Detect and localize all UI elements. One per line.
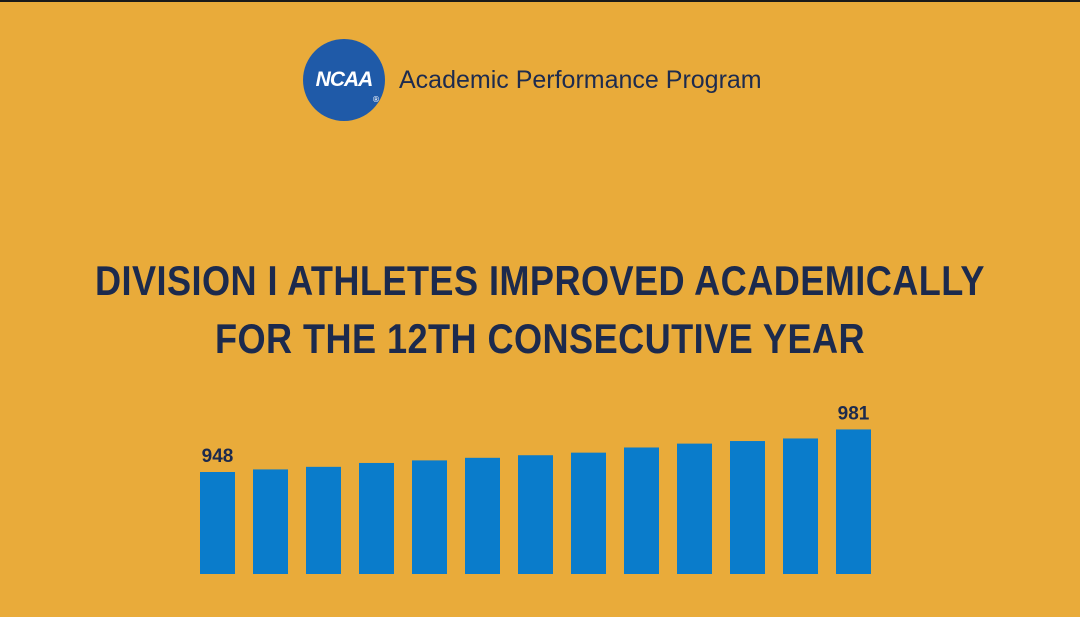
registered-mark: ® [372,95,380,104]
bar-6 [465,457,500,574]
headline-line-2: FOR THE 12TH CONSECUTIVE YEAR [214,315,866,362]
program-name: Academic Performance Program [399,65,762,94]
brand-header: NCAA ® Academic Performance Program [303,39,762,121]
bar-11 [730,441,765,574]
bar-10 [677,443,712,574]
bar-3 [306,466,341,574]
bar-9 [624,447,659,574]
bar-2 [253,469,288,574]
ncaa-logo-text: NCAA [315,68,374,91]
bar-7 [518,455,553,574]
bar-12 [783,438,818,574]
bar-8 [571,452,606,574]
ncaa-logo: NCAA ® [303,39,385,121]
data-label-1: 948 [202,446,234,467]
bar-1 [200,472,235,574]
data-label-13: 981 [838,403,870,424]
bar-5 [412,460,447,574]
bar-13 [836,429,871,574]
top-border [0,0,1080,2]
bar-4 [359,462,394,574]
headline-line-1: DIVISION I ATHLETES IMPROVED ACADEMICALL… [95,257,985,304]
apr-bar-chart: 948 981 [200,403,871,574]
